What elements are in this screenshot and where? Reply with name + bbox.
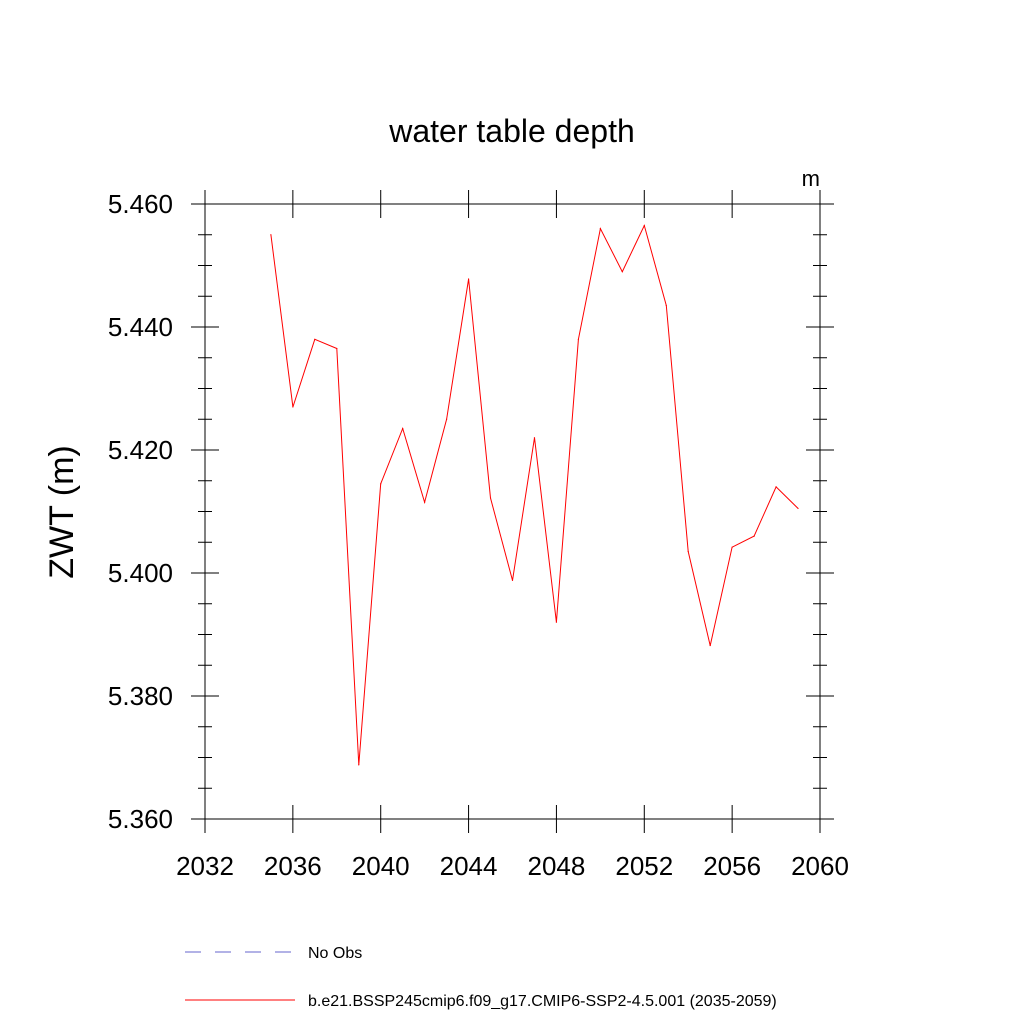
x-tick-label: 2040 [352, 851, 410, 881]
x-tick-label: 2044 [440, 851, 498, 881]
y-tick-label: 5.460 [108, 189, 173, 219]
data-point [380, 483, 382, 485]
x-tick-label: 2048 [528, 851, 586, 881]
data-point [314, 338, 316, 340]
data-point [467, 278, 470, 280]
data-point [446, 418, 448, 420]
plot-area: 5.360 5.380 5.400 5.420 5.440 5.460 2032 2036 20… [108, 189, 849, 881]
data-point [511, 579, 514, 581]
legend-label: No Obs [308, 945, 362, 962]
data-point [533, 437, 536, 439]
plot-frame [204, 203, 821, 820]
y-tick-label: 5.400 [108, 558, 173, 588]
data-point [709, 644, 711, 647]
y-tick-label: 5.360 [108, 804, 173, 834]
x-tick-label: 2052 [615, 851, 673, 881]
data-point [665, 304, 667, 307]
data-point [775, 486, 777, 488]
data-point [797, 507, 799, 510]
y-tick-label: 5.380 [108, 681, 173, 711]
chart-title: water table depth [388, 113, 635, 149]
x-tick-label: 2060 [791, 851, 849, 881]
legend-label: b.e21.BSSP245cmip6.f09_g17.CMIP6-SSP2-4.… [308, 993, 777, 1010]
data-point [358, 764, 360, 766]
legend: No Obs b.e21.BSSP245cmip6.f09_g17.CMIP6-S… [185, 945, 777, 1010]
x-tick-label: 2056 [703, 851, 761, 881]
x-tick-label: 2036 [264, 851, 322, 881]
data-point [687, 550, 689, 553]
data-point [292, 406, 294, 408]
y-tick-label: 5.420 [108, 435, 173, 465]
data-point [643, 224, 645, 227]
data-point [336, 347, 338, 350]
y-axis-label: ZWT (m) [43, 445, 81, 578]
y-tick-label: 5.440 [108, 312, 173, 342]
x-tick-label: 2032 [176, 851, 234, 881]
data-point [489, 497, 492, 499]
data-point [555, 621, 558, 623]
data-point [424, 501, 426, 503]
data-point [621, 271, 623, 273]
data-point [270, 234, 272, 236]
units-label: m [802, 166, 820, 191]
data-point [402, 427, 404, 430]
data-point [753, 535, 755, 537]
series-line [270, 224, 799, 765]
data-point [599, 228, 601, 230]
data-point [731, 546, 733, 548]
data-point [577, 338, 579, 340]
